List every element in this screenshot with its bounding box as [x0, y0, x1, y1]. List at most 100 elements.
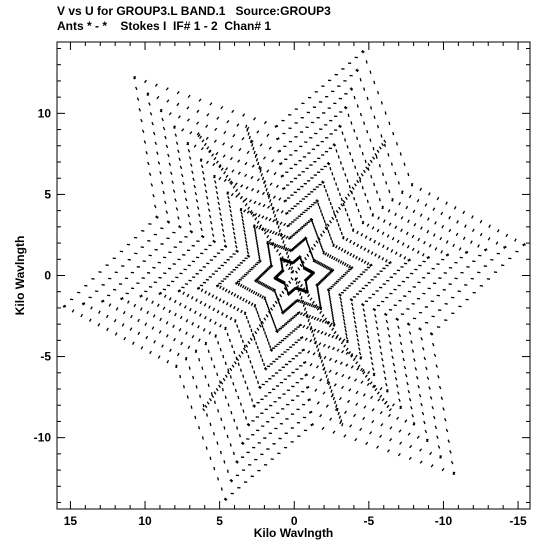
uv-point [248, 324, 251, 328]
uv-point [302, 313, 306, 317]
uv-point [382, 219, 386, 223]
uv-point [204, 290, 208, 294]
uv-point [342, 167, 345, 171]
uv-point [255, 341, 258, 345]
uv-point [495, 241, 499, 245]
uv-point [214, 180, 217, 184]
uv-point [329, 301, 332, 306]
uv-point [209, 456, 212, 461]
uv-point [243, 209, 247, 213]
uv-point [340, 231, 343, 236]
uv-point [302, 303, 305, 308]
uv-point [350, 365, 354, 369]
uv-point [231, 169, 235, 173]
uv-point [315, 260, 319, 264]
uv-point [207, 383, 210, 387]
uv-point [448, 228, 452, 233]
uv-point [257, 280, 261, 284]
uv-point [326, 380, 330, 385]
uv-point [297, 280, 301, 284]
uv-point [348, 264, 351, 269]
uv-point [259, 224, 263, 228]
uv-point [153, 204, 157, 209]
uv-point [167, 153, 170, 158]
uv-point [176, 90, 180, 95]
uv-point [280, 233, 284, 238]
uv-point [266, 338, 269, 342]
uv-point [250, 140, 254, 144]
uv-point [328, 197, 331, 202]
uv-point [421, 253, 425, 257]
uv-point [226, 119, 230, 124]
uv-point [271, 242, 275, 247]
uv-point [260, 173, 263, 177]
uv-point [321, 212, 324, 217]
uv-point [190, 296, 194, 300]
uv-point [380, 351, 383, 356]
uv-point [213, 139, 217, 143]
uv-point [213, 400, 216, 405]
uv-point [308, 269, 312, 273]
uv-point [351, 307, 355, 311]
uv-point [317, 202, 320, 207]
uv-point [305, 326, 309, 330]
uv-point [397, 325, 400, 330]
uv-point [208, 149, 212, 154]
uv-point [192, 177, 195, 182]
uv-point [229, 180, 233, 184]
uv-point [244, 161, 248, 166]
uv-point [209, 318, 212, 323]
uv-point [323, 184, 326, 189]
uv-point [319, 233, 323, 237]
uv-point [275, 249, 279, 253]
uv-point [215, 190, 219, 195]
uv-point [211, 153, 215, 157]
uv-point [200, 288, 204, 292]
uv-point [199, 394, 202, 398]
uv-point [365, 441, 369, 446]
uv-point [218, 207, 221, 211]
uv-point [332, 430, 336, 434]
uv-point [299, 292, 302, 296]
uv-point [347, 193, 351, 197]
uv-point [211, 394, 215, 399]
uv-point [195, 298, 198, 302]
uv-point [71, 309, 75, 313]
uv-point [306, 314, 309, 319]
uv-point [226, 469, 229, 473]
uv-point [277, 225, 280, 229]
uv-point [364, 192, 367, 197]
uv-point [200, 227, 203, 232]
y-tick-label: -5 [40, 350, 51, 364]
uv-point [377, 90, 380, 95]
x-tick-label: 0 [291, 514, 298, 528]
uv-point [349, 424, 353, 428]
uv-point [255, 307, 258, 311]
uv-point [274, 231, 278, 236]
uv-point [394, 251, 398, 255]
uv-point [280, 210, 284, 214]
uv-point [355, 329, 358, 333]
uv-point [179, 165, 183, 170]
uv-point [421, 346, 425, 351]
uv-point [324, 264, 327, 269]
uv-point [261, 282, 265, 287]
uv-point [319, 209, 322, 213]
uv-point [395, 142, 398, 146]
uv-point [336, 408, 339, 412]
uv-point [267, 285, 271, 290]
uv-point [363, 405, 367, 409]
uv-point [418, 393, 422, 398]
uv-point [283, 259, 287, 264]
uv-point [316, 199, 319, 203]
uv-point [210, 357, 213, 361]
uv-point [278, 252, 282, 256]
uv-point [273, 288, 276, 293]
uv-point [239, 368, 242, 372]
uv-point [253, 370, 256, 374]
uv-point [304, 290, 308, 294]
uv-point [329, 304, 333, 308]
uv-point [236, 294, 240, 299]
uv-point [364, 319, 367, 323]
uv-point [269, 229, 273, 234]
